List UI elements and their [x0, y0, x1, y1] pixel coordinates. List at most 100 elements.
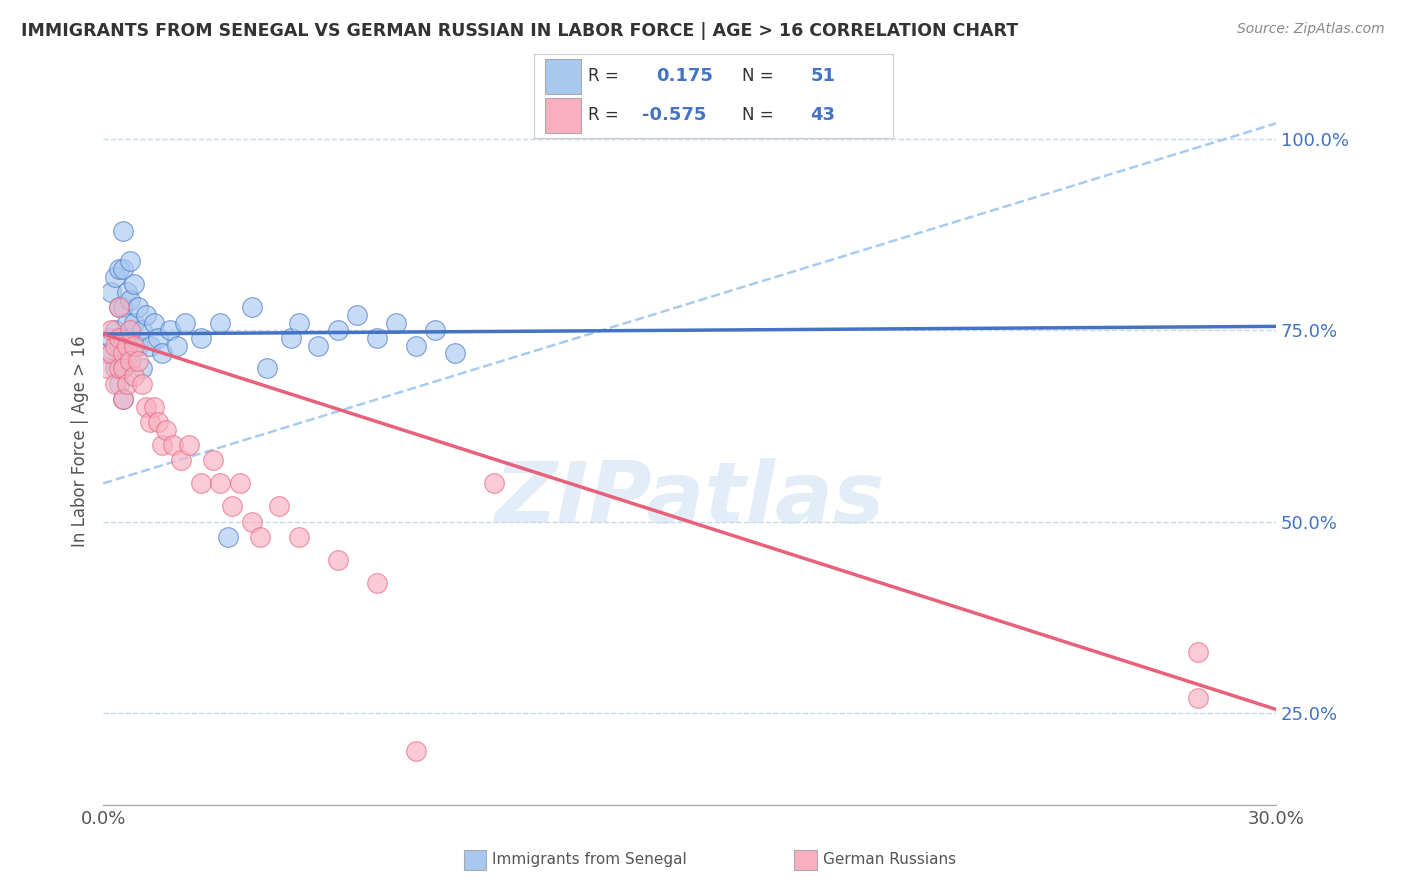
Point: [107, 376, 129, 391]
Point: [104, 376, 127, 391]
Point: [107, 261, 129, 276]
Point: [120, 254, 142, 268]
Point: [100, 346, 122, 360]
Point: [146, 331, 169, 345]
Point: [120, 331, 142, 345]
Point: [139, 338, 162, 352]
Point: [124, 338, 146, 352]
Point: [124, 316, 146, 330]
Point: [209, 316, 232, 330]
Text: R =: R =: [588, 106, 619, 124]
Point: [96, 346, 118, 360]
Point: [280, 331, 302, 345]
Point: [107, 331, 129, 345]
Point: [385, 316, 408, 330]
Point: [135, 400, 157, 414]
Point: [326, 323, 349, 337]
Point: [229, 476, 252, 491]
Y-axis label: In Labor Force | Age > 16: In Labor Force | Age > 16: [72, 335, 89, 547]
Point: [111, 361, 134, 376]
Point: [240, 300, 263, 314]
Point: [162, 438, 184, 452]
Point: [307, 338, 329, 352]
Point: [124, 277, 146, 292]
Point: [267, 500, 290, 514]
Point: [131, 376, 153, 391]
Point: [135, 308, 157, 322]
Point: [221, 500, 243, 514]
Point: [96, 361, 118, 376]
Point: [482, 476, 505, 491]
Point: [190, 476, 212, 491]
Point: [120, 323, 142, 337]
Point: [124, 369, 146, 384]
Point: [104, 269, 127, 284]
Text: 43: 43: [810, 106, 835, 124]
Point: [115, 316, 138, 330]
Text: R =: R =: [588, 67, 619, 85]
Point: [111, 331, 134, 345]
Text: German Russians: German Russians: [823, 853, 956, 867]
Point: [111, 261, 134, 276]
Point: [240, 515, 263, 529]
Point: [201, 453, 224, 467]
Text: IMMIGRANTS FROM SENEGAL VS GERMAN RUSSIAN IN LABOR FORCE | AGE > 16 CORRELATION : IMMIGRANTS FROM SENEGAL VS GERMAN RUSSIA…: [21, 22, 1018, 40]
Point: [131, 361, 153, 376]
Point: [127, 300, 149, 314]
Point: [425, 323, 447, 337]
Point: [111, 361, 134, 376]
Point: [346, 308, 368, 322]
Point: [100, 331, 122, 345]
Point: [1187, 690, 1209, 705]
Point: [405, 338, 427, 352]
Point: [115, 338, 138, 352]
Point: [444, 346, 467, 360]
Point: [111, 300, 134, 314]
Point: [107, 300, 129, 314]
Point: [142, 316, 165, 330]
Point: [146, 415, 169, 429]
Point: [107, 361, 129, 376]
Point: [107, 300, 129, 314]
Point: [166, 338, 188, 352]
Point: [256, 361, 278, 376]
Point: [120, 293, 142, 307]
Text: N =: N =: [742, 67, 773, 85]
Point: [104, 338, 127, 352]
Point: [159, 323, 181, 337]
Point: [209, 476, 232, 491]
Text: 0.175: 0.175: [657, 67, 713, 85]
Bar: [546, 97, 581, 133]
Point: [170, 453, 193, 467]
Point: [155, 423, 177, 437]
Point: [120, 354, 142, 368]
Point: [139, 415, 162, 429]
Point: [111, 392, 134, 406]
Point: [115, 376, 138, 391]
Text: -0.575: -0.575: [641, 106, 706, 124]
Point: [249, 530, 271, 544]
Point: [287, 316, 309, 330]
Point: [111, 392, 134, 406]
Point: [127, 354, 149, 368]
Point: [405, 744, 427, 758]
Point: [127, 338, 149, 352]
Point: [142, 400, 165, 414]
Text: N =: N =: [742, 106, 773, 124]
Point: [366, 331, 388, 345]
Point: [111, 346, 134, 360]
Point: [100, 323, 122, 337]
Bar: [546, 59, 581, 95]
Point: [287, 530, 309, 544]
Point: [190, 331, 212, 345]
Point: [115, 285, 138, 299]
Point: [1187, 645, 1209, 659]
Point: [104, 323, 127, 337]
Point: [115, 346, 138, 360]
Text: Source: ZipAtlas.com: Source: ZipAtlas.com: [1237, 22, 1385, 37]
Point: [111, 224, 134, 238]
Point: [107, 338, 129, 352]
Text: Immigrants from Senegal: Immigrants from Senegal: [492, 853, 688, 867]
Point: [150, 438, 173, 452]
Point: [131, 323, 153, 337]
